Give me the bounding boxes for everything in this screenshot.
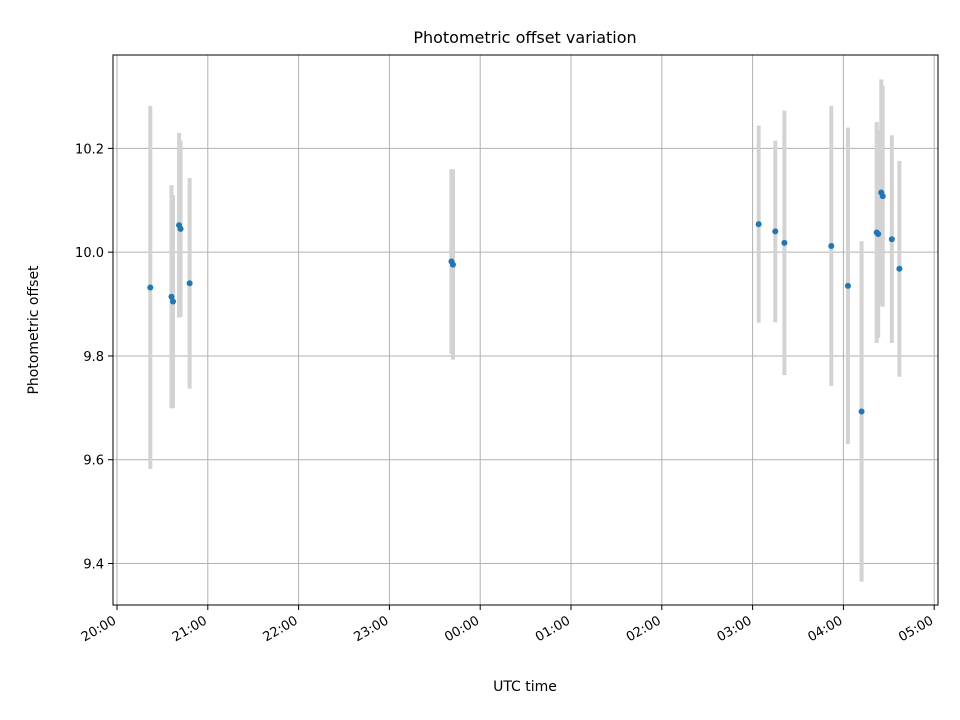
data-point [828, 242, 835, 249]
data-point [844, 282, 851, 289]
data-point [888, 236, 895, 243]
data-point [169, 298, 176, 305]
y-axis-label: Photometric offset [26, 265, 42, 395]
data-point [879, 193, 886, 200]
y-tick-label: 9.4 [83, 557, 104, 572]
data-point [177, 225, 184, 232]
x-axis-label: UTC time [493, 679, 557, 695]
data-point [755, 221, 762, 228]
plot-frame [112, 54, 939, 606]
data-point [896, 265, 903, 272]
chart-title: Photometric offset variation [413, 28, 636, 47]
grid [113, 55, 938, 605]
y-tick-label: 10.0 [75, 246, 104, 261]
data-point [147, 284, 154, 291]
y-tick-label: 9.6 [83, 454, 104, 469]
data-point [875, 231, 882, 238]
data-point [858, 408, 865, 415]
data-point [449, 261, 456, 268]
y-tick-label: 10.2 [75, 142, 104, 157]
data-point [186, 280, 193, 287]
data-point [781, 239, 788, 246]
data-points [147, 189, 903, 415]
data-point [772, 228, 779, 235]
data-point [168, 293, 175, 300]
y-tick-label: 9.8 [83, 350, 104, 365]
y-axis-ticks: 9.4 9.6 9.8 10.0 10.2 [75, 142, 113, 572]
